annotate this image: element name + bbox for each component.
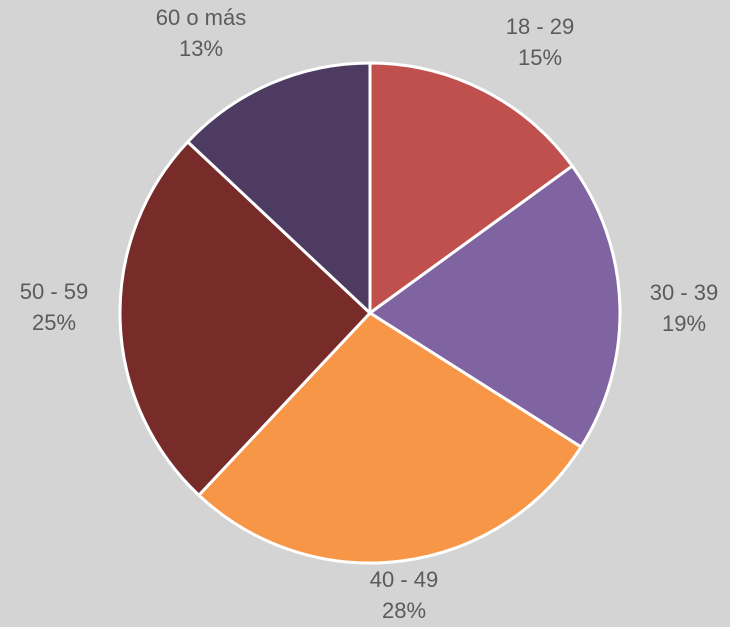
pie-slice-1: [368, 164, 622, 449]
slice-category-label: 18 - 29: [506, 14, 575, 39]
slice-category-label: 30 - 39: [650, 280, 719, 305]
pie-slice-3: [118, 140, 372, 497]
pie-labels: 18 - 29 15% 30 - 39 19% 40 - 49 28% 50 - 59 25%…: [20, 5, 719, 623]
pie-slice-2: [197, 311, 583, 565]
slice-value-label: 25%: [32, 310, 76, 335]
pie-slices: [118, 61, 622, 565]
slice-category-label: 60 o más: [156, 5, 247, 30]
slice-category-label: 50 - 59: [20, 279, 89, 304]
slice-value-label: 19%: [662, 311, 706, 336]
slice-value-label: 13%: [179, 36, 223, 61]
slice-category-label: 40 - 49: [370, 567, 439, 592]
slice-value-label: 28%: [382, 598, 426, 623]
pie-slice-4: [186, 61, 372, 315]
slice-value-label: 15%: [518, 45, 562, 70]
pie-slice-0: [368, 61, 574, 315]
